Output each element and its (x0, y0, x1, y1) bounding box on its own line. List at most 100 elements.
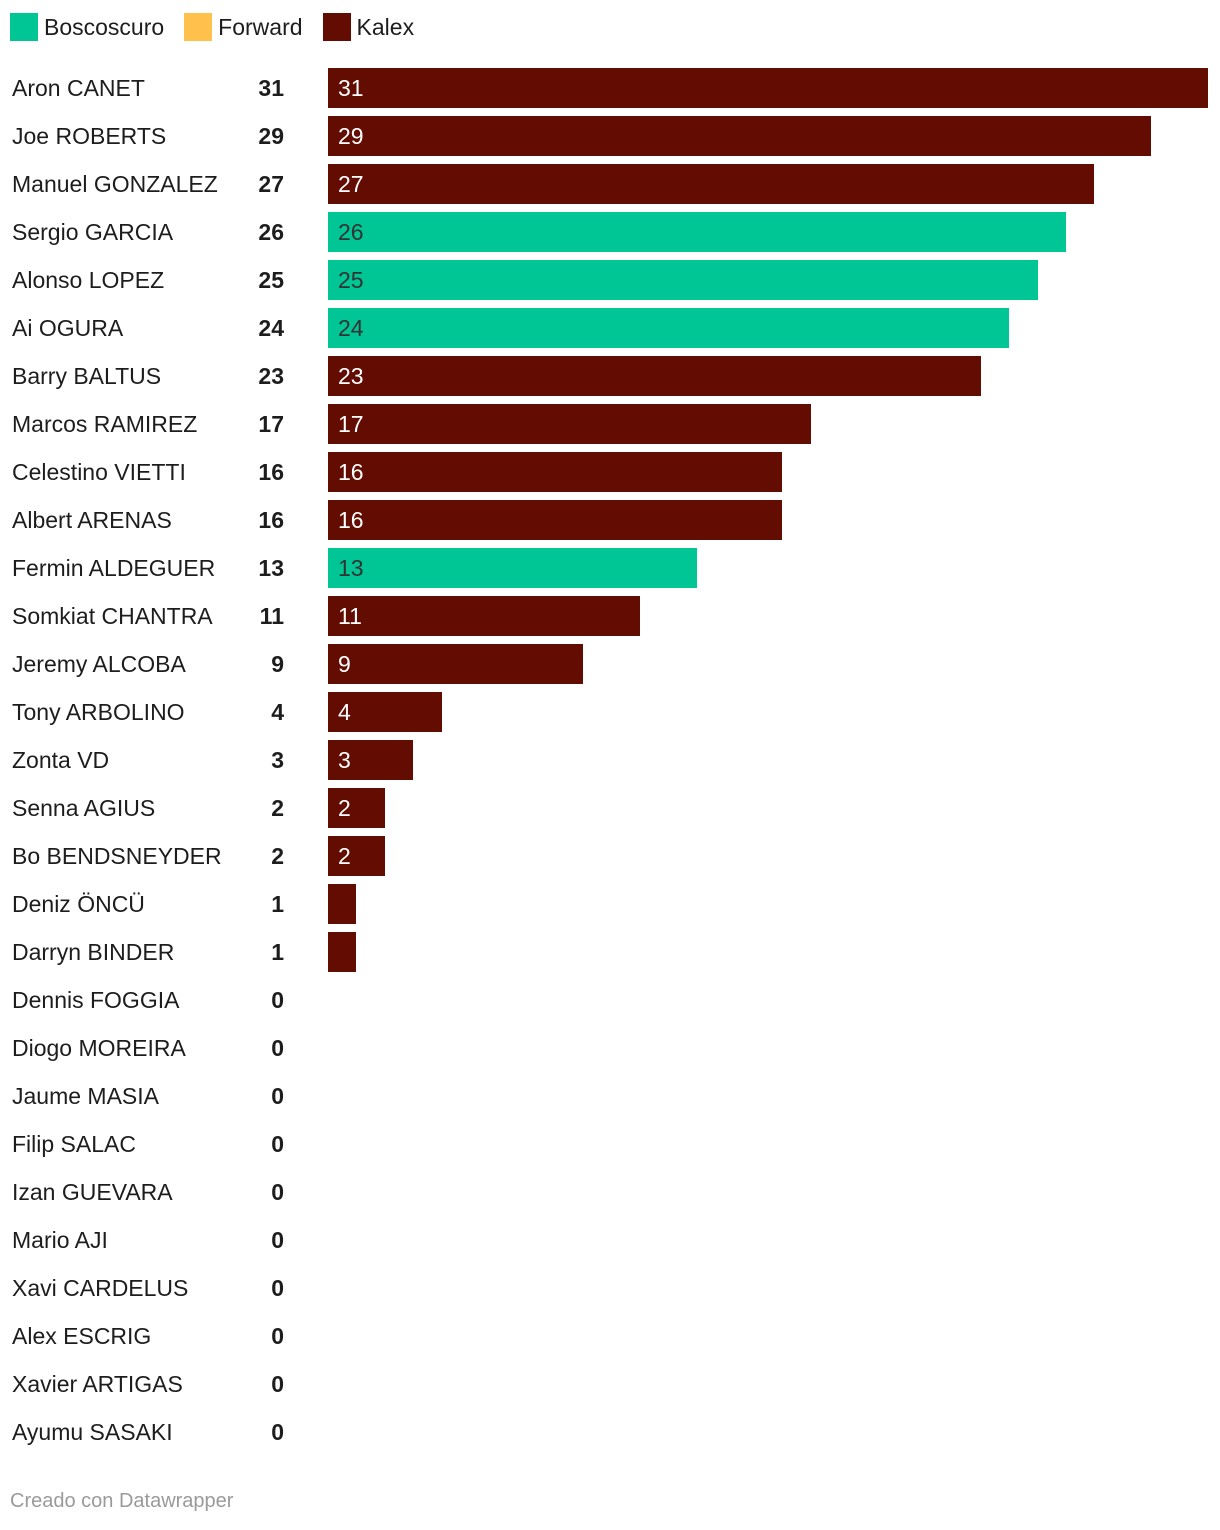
chart-row: Xavier ARTIGAS 0 (0, 1364, 1220, 1404)
total-value: 2 (271, 843, 284, 869)
total-value: 4 (271, 699, 284, 725)
chart-row: Mario AJI 0 (0, 1220, 1220, 1260)
category-label: Aron CANET (12, 75, 145, 101)
total-value: 3 (271, 747, 284, 773)
category-label: Barry BALTUS (12, 363, 162, 389)
bar-kalex (328, 596, 640, 636)
total-value: 0 (271, 1419, 284, 1445)
chart-row: Alonso LOPEZ 25 25 (0, 260, 1220, 300)
bar-value-label: 3 (338, 747, 351, 773)
category-label: Celestino VIETTI (12, 459, 186, 485)
total-value: 0 (271, 1179, 284, 1205)
chart-row: Manuel GONZALEZ 27 27 (0, 164, 1220, 204)
total-value: 25 (258, 267, 284, 293)
chart-row: Darryn BINDER 1 (0, 932, 1220, 972)
total-value: 17 (258, 411, 284, 437)
legend-label: Forward (218, 14, 303, 40)
total-value: 2 (271, 795, 284, 821)
bar-boscoscuro (328, 308, 1009, 348)
bar-kalex (328, 788, 385, 828)
bar-value-label: 13 (338, 555, 364, 581)
total-value: 16 (258, 507, 284, 533)
legend-swatch (322, 13, 351, 41)
legend-swatch (10, 13, 38, 41)
bar-kalex (328, 452, 782, 492)
category-label: Deniz ÖNCÜ (12, 891, 145, 917)
bar-value-label: 2 (338, 843, 351, 869)
chart-row: Ayumu SASAKI 0 (0, 1412, 1220, 1452)
bar-kalex (328, 932, 356, 972)
chart-row: Tony ARBOLINO 4 4 (0, 692, 1220, 732)
category-label: Somkiat CHANTRA (12, 603, 213, 629)
total-value: 0 (271, 1275, 284, 1301)
bar-value-label: 11 (338, 603, 362, 629)
category-label: Jeremy ALCOBA (12, 651, 186, 677)
total-value: 16 (258, 459, 284, 485)
bar-kalex (328, 164, 1094, 204)
bar-kalex (328, 740, 413, 780)
bar-value-label: 9 (338, 651, 351, 677)
total-value: 26 (258, 219, 284, 245)
total-value: 0 (271, 1035, 284, 1061)
legend-item: Boscoscuro (10, 13, 164, 41)
total-value: 0 (271, 1371, 284, 1397)
total-value: 13 (258, 555, 284, 581)
bar-boscoscuro (328, 548, 697, 588)
bar-kalex (328, 692, 442, 732)
category-label: Ai OGURA (12, 315, 124, 341)
total-value: 24 (258, 315, 284, 341)
chart-row: Somkiat CHANTRA 11 11 (0, 596, 1220, 636)
bar-kalex (328, 356, 981, 396)
chart-row: Alex ESCRIG 0 (0, 1316, 1220, 1356)
total-value: 0 (271, 1083, 284, 1109)
chart-row: Jeremy ALCOBA 9 9 (0, 644, 1220, 684)
category-label: Izan GUEVARA (12, 1179, 173, 1205)
chart-row: Aron CANET 31 31 (0, 68, 1220, 108)
chart-row: Diogo MOREIRA 0 (0, 1028, 1220, 1068)
chart-row: Jaume MASIA 0 (0, 1076, 1220, 1116)
total-value: 0 (271, 987, 284, 1013)
category-label: Xavier ARTIGAS (12, 1371, 183, 1397)
bar-value-label: 16 (338, 459, 364, 485)
bar-value-label: 24 (338, 315, 364, 341)
total-value: 0 (271, 1131, 284, 1157)
bar-value-label: 26 (338, 219, 364, 245)
chart-row: Barry BALTUS 23 23 (0, 356, 1220, 396)
category-label: Marcos RAMIREZ (12, 411, 198, 437)
bar-value-label: 31 (338, 75, 364, 101)
legend: Boscoscuro Forward Kalex (10, 12, 434, 42)
chart-row: Sergio GARCIA 26 26 (0, 212, 1220, 252)
category-label: Zonta VD (12, 747, 110, 773)
category-label: Diogo MOREIRA (12, 1035, 186, 1061)
credit-footer[interactable]: Creado con Datawrapper (10, 1490, 234, 1512)
total-value: 23 (258, 363, 284, 389)
bar-kalex (328, 500, 782, 540)
chart-row: Izan GUEVARA 0 (0, 1172, 1220, 1212)
bar-kalex (328, 836, 385, 876)
category-label: Senna AGIUS (12, 795, 156, 821)
bar-kalex (328, 116, 1151, 156)
chart-row: Deniz ÖNCÜ 1 (0, 884, 1220, 924)
category-label: Alex ESCRIG (12, 1323, 152, 1349)
legend-item: Kalex (322, 13, 415, 41)
category-label: Darryn BINDER (12, 939, 175, 965)
chart-row: Marcos RAMIREZ 17 17 (0, 404, 1220, 444)
category-label: Dennis FOGGIA (12, 987, 180, 1013)
bar-value-label: 17 (338, 411, 364, 437)
bar-value-label: 23 (338, 363, 364, 389)
chart-row: Joe ROBERTS 29 29 (0, 116, 1220, 156)
bar-kalex (328, 884, 356, 924)
legend-item: Forward (184, 13, 303, 41)
category-label: Bo BENDSNEYDER (12, 843, 222, 869)
total-value: 0 (271, 1323, 284, 1349)
bar-chart: Aron CANET 31 31 Joe ROBERTS 29 29 Manuel GONZ… (0, 68, 1220, 1452)
total-value: 27 (258, 171, 284, 197)
legend-label: Kalex (356, 14, 415, 40)
category-label: Ayumu SASAKI (12, 1419, 173, 1445)
legend-swatch (184, 13, 213, 41)
bar-value-label: 2 (338, 795, 351, 821)
bar-value-label: 29 (338, 123, 364, 149)
category-label: Albert ARENAS (12, 507, 172, 533)
chart-row: Fermin ALDEGUER 13 13 (0, 548, 1220, 588)
chart-row: Ai OGURA 24 24 (0, 308, 1220, 348)
